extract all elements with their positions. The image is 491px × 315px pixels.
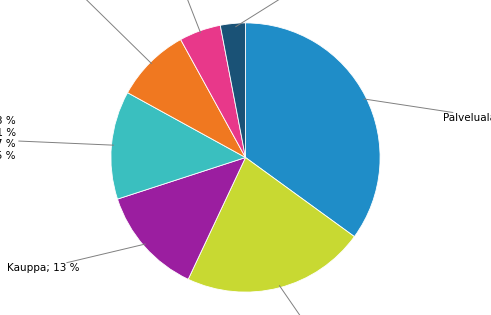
Wedge shape: [246, 23, 380, 237]
Text: Koko teollisuus 13 %
-Metsäteollisuus 1 %
-Metalliteollisuus 7 %
 -Muu teollisuu: Koko teollisuus 13 % -Metsäteollisuus 1 …: [0, 116, 113, 161]
Text: Muut toimialat; 5 %: Muut toimialat; 5 %: [114, 0, 217, 33]
Text: Alkutuotanto; 3 %: Alkutuotanto; 3 %: [236, 0, 415, 27]
Wedge shape: [220, 23, 246, 158]
Text: Kauppa; 13 %: Kauppa; 13 %: [7, 244, 145, 273]
Wedge shape: [188, 158, 355, 292]
Wedge shape: [111, 93, 246, 199]
Text: Toimiala
tuntematon; 22 %: Toimiala tuntematon; 22 %: [279, 286, 388, 315]
Wedge shape: [117, 158, 246, 279]
Wedge shape: [181, 25, 246, 157]
Wedge shape: [128, 40, 246, 158]
Text: Rakentaminen;
9 %: Rakentaminen; 9 %: [27, 0, 152, 64]
Text: Palvelualat; 35 %: Palvelualat; 35 %: [364, 99, 491, 123]
